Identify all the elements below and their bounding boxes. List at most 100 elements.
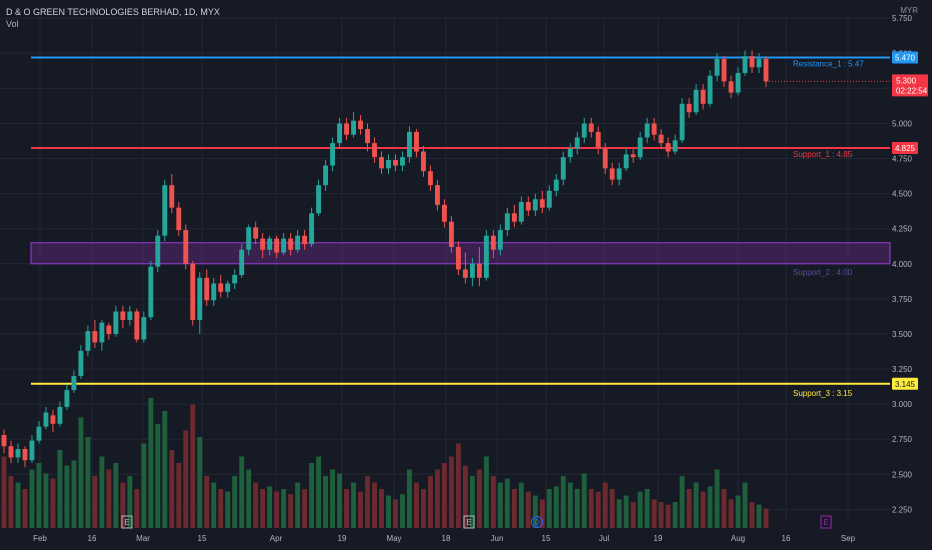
candle-body: [441, 204, 447, 222]
candle-body: [525, 202, 531, 211]
candle-body: [651, 123, 657, 135]
volume-bar: [85, 437, 91, 528]
candle-body: [43, 412, 49, 427]
candle-body: [351, 120, 356, 135]
symbol-title[interactable]: D & O GREEN TECHNOLOGIES BERHAD, 1D, MYX: [6, 7, 220, 17]
candle-body: [686, 103, 692, 113]
x-tick-label: 19: [654, 534, 663, 543]
price-candles: [1, 50, 769, 468]
candle-body: [511, 213, 517, 222]
candle-body: [421, 151, 426, 172]
candle-body: [134, 311, 140, 340]
volume-bar: [190, 404, 196, 528]
volume-bar: [36, 463, 42, 528]
candle-body: [400, 157, 405, 166]
earnings-marker-icon[interactable]: [820, 515, 832, 529]
y-tick-label: 4.250: [892, 225, 913, 234]
volume-bar: [609, 489, 615, 528]
volume-bar: [155, 424, 161, 528]
x-tick-label: Sep: [841, 534, 856, 543]
candle-body: [749, 56, 755, 68]
volume-bar: [379, 489, 384, 528]
candle-body: [518, 202, 524, 222]
candle-body: [78, 350, 84, 377]
candle-body: [658, 134, 664, 144]
candle-body: [316, 185, 322, 214]
volume-bar: [120, 482, 126, 528]
candle-body: [448, 221, 454, 247]
x-tick-label: 15: [198, 534, 207, 543]
volume-bar: [532, 495, 538, 528]
support-2-label: Support_2 : 4.00: [793, 268, 853, 277]
volume-bar: [253, 482, 259, 528]
volume-bar: [372, 482, 377, 528]
volume-bar: [455, 443, 461, 528]
candle-body: [8, 446, 14, 458]
price-tag-bg: [892, 51, 918, 64]
candle-body: [393, 159, 398, 166]
candle-body: [85, 331, 91, 351]
candle-body: [50, 415, 56, 424]
volume-bar: [246, 469, 252, 528]
horizontal-levels[interactable]: Resistance_1 : 5.47 Support_1 : 4.85 Suppo…: [31, 56, 890, 398]
candle-body: [728, 81, 734, 93]
candle-body: [253, 227, 259, 239]
volume-bar: [141, 443, 147, 528]
volume-bar: [483, 456, 489, 528]
volume-bar: [427, 476, 433, 528]
volume-bar: [15, 482, 21, 528]
countdown-timer: 02:22:54: [896, 86, 928, 95]
volume-bar: [50, 478, 56, 528]
candle-body: [302, 235, 308, 245]
candle-body: [372, 143, 377, 158]
candle-body: [113, 311, 119, 334]
candle-body: [707, 75, 713, 104]
volume-indicator-label[interactable]: Vol: [6, 19, 19, 29]
time-axis[interactable]: Feb 16 Mar 15 Apr 19 May 18 Jun 15 Jul 19 Aug 16 Sep: [33, 534, 856, 543]
candle-body: [379, 157, 384, 169]
volume-bar: [462, 465, 468, 528]
volume-bar: [162, 411, 168, 528]
volume-bars: [1, 398, 769, 528]
volume-bar: [469, 476, 475, 528]
candle-body: [469, 263, 475, 278]
candle-body: [232, 275, 238, 284]
volume-bar: [183, 430, 189, 528]
candle-body: [672, 140, 678, 152]
volume-bar: [686, 489, 692, 528]
y-tick-label: 3.000: [892, 400, 913, 409]
candle-body: [1, 434, 7, 447]
level-price-tag: 3.145: [892, 377, 918, 390]
candle-body: [763, 58, 769, 82]
volume-bar: [106, 469, 112, 528]
volume-bar: [71, 460, 77, 528]
volume-bar: [623, 495, 629, 528]
x-tick-label: Apr: [270, 534, 283, 543]
volume-bar: [700, 491, 706, 528]
level-label: Resistance_1 : 5.47: [793, 60, 864, 69]
volume-bar: [302, 489, 308, 528]
earnings-marker-icon[interactable]: [463, 515, 475, 529]
candle-body: [532, 199, 538, 211]
volume-bar: [525, 491, 531, 528]
candle-body: [148, 266, 154, 318]
candle-body: [462, 269, 468, 278]
candle-body: [679, 103, 685, 141]
x-tick-label: Feb: [33, 534, 47, 543]
candle-body: [183, 230, 189, 264]
candle-body: [281, 238, 287, 253]
volume-bar: [546, 489, 552, 528]
earnings-marker-icon[interactable]: [121, 515, 133, 529]
volume-bar: [407, 469, 412, 528]
candle-body: [106, 325, 112, 334]
y-tick-label: 5.750: [892, 14, 913, 23]
candle-body: [539, 199, 545, 208]
candle-body: [721, 58, 727, 82]
volume-bar: [274, 491, 280, 528]
volume-bar: [742, 482, 748, 528]
volume-bar: [581, 473, 587, 528]
candle-body: [218, 283, 224, 292]
dividend-marker-icon[interactable]: [531, 516, 543, 528]
